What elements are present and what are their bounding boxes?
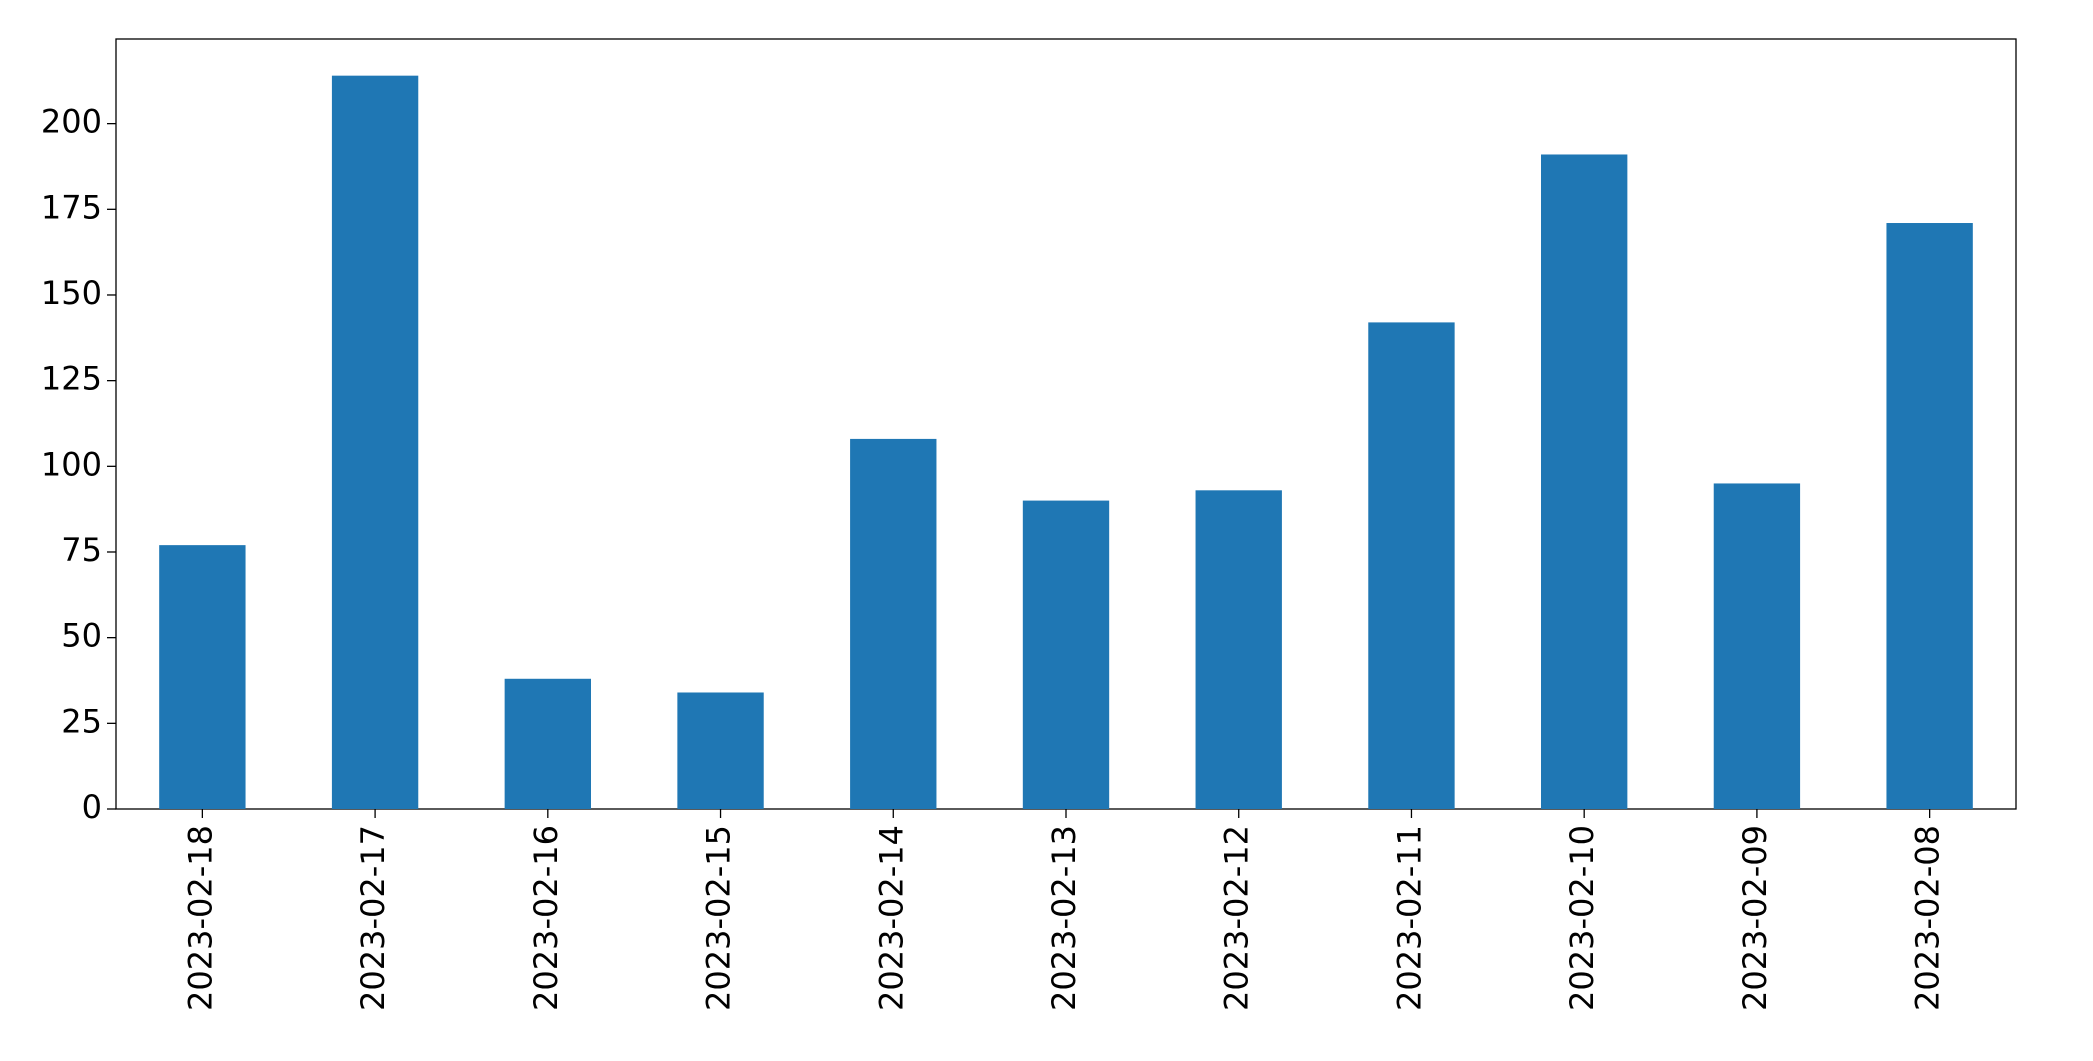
bar <box>1195 490 1282 809</box>
y-tick-label: 75 <box>61 531 102 569</box>
y-tick-label: 0 <box>82 788 102 826</box>
bar <box>1886 223 1973 810</box>
bar <box>1022 500 1110 809</box>
y-tick-label: 50 <box>61 617 102 655</box>
x-tick-label: 2023-02-09 <box>1736 825 1774 1011</box>
bar <box>331 75 419 809</box>
x-tick-label: 2023-02-16 <box>527 825 565 1011</box>
bar <box>677 692 764 809</box>
x-tick-label: 2023-02-15 <box>700 825 738 1011</box>
bar <box>1368 322 1455 809</box>
x-tick-label: 2023-02-11 <box>1390 825 1428 1011</box>
y-tick-label: 100 <box>41 445 102 483</box>
y-tick-label: 125 <box>41 360 102 398</box>
bar <box>159 545 246 809</box>
bar <box>504 678 591 809</box>
y-tick-label: 150 <box>41 274 102 312</box>
bar <box>850 438 937 809</box>
y-tick-label: 175 <box>41 188 102 226</box>
x-tick-label: 2023-02-17 <box>354 825 392 1011</box>
x-tick-label: 2023-02-13 <box>1045 825 1083 1011</box>
x-tick-label: 2023-02-10 <box>1563 825 1601 1011</box>
x-tick-label: 2023-02-08 <box>1909 825 1947 1011</box>
bar <box>1713 483 1801 809</box>
bar <box>1541 154 1628 810</box>
x-tick-label: 2023-02-12 <box>1218 825 1256 1011</box>
y-tick-label: 200 <box>41 103 102 141</box>
y-tick-label: 25 <box>61 702 102 740</box>
x-tick-label: 2023-02-18 <box>181 825 219 1011</box>
x-tick-label: 2023-02-14 <box>872 825 910 1011</box>
